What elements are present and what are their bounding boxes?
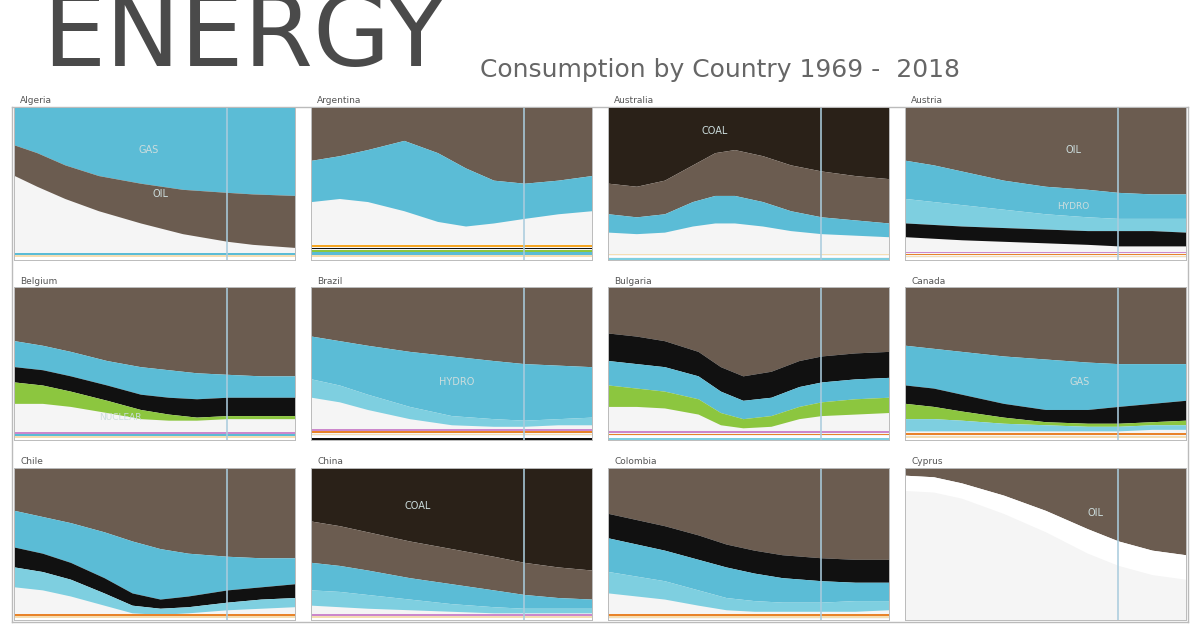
Text: Consumption by Country 1969 -  2018: Consumption by Country 1969 - 2018 — [480, 58, 960, 82]
Text: COAL: COAL — [404, 501, 431, 511]
Text: OIL: OIL — [1088, 509, 1104, 519]
Text: Brazil: Brazil — [317, 277, 342, 286]
Text: Canada: Canada — [911, 277, 946, 286]
Text: GAS: GAS — [1069, 377, 1090, 387]
Text: Austria: Austria — [911, 96, 943, 106]
Text: OIL: OIL — [1066, 144, 1081, 154]
Text: Algeria: Algeria — [20, 96, 52, 106]
Text: Australia: Australia — [614, 96, 654, 106]
Text: GAS: GAS — [139, 144, 160, 154]
Text: Colombia: Colombia — [614, 457, 656, 466]
Text: COAL: COAL — [702, 126, 728, 136]
Text: HYDRO: HYDRO — [1057, 202, 1090, 210]
Text: HYDRO: HYDRO — [439, 377, 475, 387]
Text: ENERGY: ENERGY — [42, 0, 446, 87]
Text: OIL: OIL — [152, 189, 168, 199]
Text: Cyprus: Cyprus — [911, 457, 942, 466]
Text: Belgium: Belgium — [20, 277, 58, 286]
Text: Argentina: Argentina — [317, 96, 361, 106]
Text: Chile: Chile — [20, 457, 43, 466]
Text: Bulgaria: Bulgaria — [614, 277, 652, 286]
Text: NUCLEAR: NUCLEAR — [100, 413, 142, 423]
Text: China: China — [317, 457, 343, 466]
